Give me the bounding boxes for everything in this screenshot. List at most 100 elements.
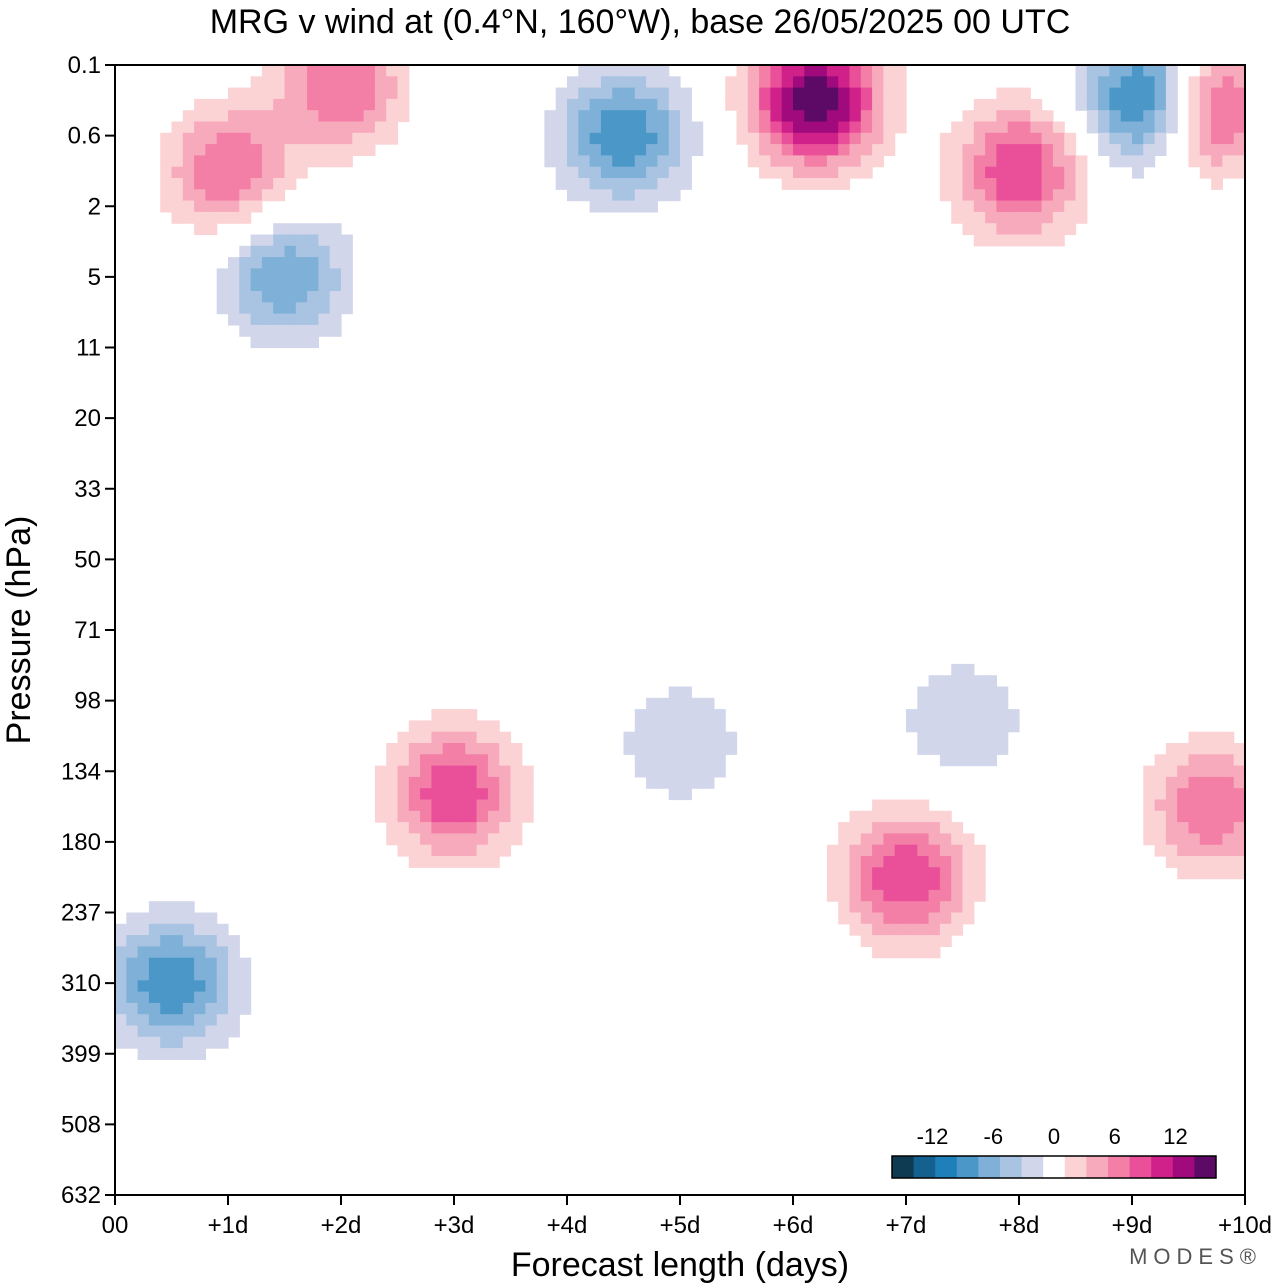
- field-cell: [487, 822, 500, 834]
- field-cell: [137, 980, 150, 993]
- field-cell: [205, 991, 218, 1004]
- colorbar-legend: -12 -6 0 6 12: [891, 1124, 1217, 1179]
- field-cell: [973, 754, 986, 767]
- field-cell: [374, 799, 387, 812]
- field-cell: [985, 200, 997, 213]
- field-cell: [1188, 110, 1201, 123]
- field-cell: [499, 765, 512, 778]
- field-cell: [860, 856, 873, 868]
- field-cell: [906, 878, 918, 891]
- field-cell: [928, 901, 941, 914]
- field-cell: [634, 754, 647, 767]
- field-cell: [374, 110, 387, 123]
- field-cell: [216, 991, 229, 1004]
- field-cell: [781, 98, 794, 111]
- field-cell: [634, 166, 647, 179]
- field-cell: [1199, 788, 1212, 801]
- field-cell: [239, 302, 252, 315]
- field-cell: [951, 686, 964, 699]
- field-cell: [386, 132, 399, 145]
- field-cell: [1199, 844, 1212, 857]
- field-cell: [1143, 132, 1156, 145]
- field-cell: [1233, 788, 1245, 801]
- field-cell: [917, 844, 930, 857]
- colorbar-swatch: [978, 1156, 1001, 1178]
- field-cell: [228, 969, 240, 981]
- field-cell: [329, 144, 342, 156]
- field-cell: [205, 957, 218, 970]
- field-cell: [160, 1002, 173, 1015]
- field-cell: [420, 799, 432, 812]
- field-cell: [951, 720, 964, 733]
- field-cell: [623, 178, 636, 190]
- field-cell: [182, 1048, 195, 1060]
- field-cell: [657, 98, 670, 111]
- field-cell: [273, 144, 286, 156]
- colorbar-tick-label: -6: [984, 1124, 1004, 1149]
- field-cell: [860, 87, 873, 100]
- field-cell: [487, 810, 500, 823]
- field-cell: [815, 132, 828, 145]
- field-cell: [951, 663, 964, 676]
- field-cell: [578, 178, 591, 190]
- field-cell: [228, 991, 240, 1004]
- field-cell: [476, 810, 489, 823]
- field-cell: [126, 1036, 139, 1049]
- field-cell: [826, 87, 839, 100]
- field-cell: [273, 268, 286, 281]
- field-cell: [962, 132, 975, 145]
- field-cell: [182, 178, 195, 190]
- field-cell: [499, 844, 512, 857]
- field-cell: [431, 844, 444, 857]
- field-cell: [600, 200, 613, 213]
- field-cell: [1041, 234, 1054, 247]
- colorbar-swatch: [1064, 1156, 1087, 1178]
- field-cell: [454, 709, 466, 721]
- field-cell: [431, 788, 444, 801]
- field-cell: [668, 189, 681, 202]
- field-cell: [623, 65, 636, 77]
- field-cell: [408, 720, 421, 733]
- field-cell: [295, 166, 308, 179]
- field-cell: [838, 844, 851, 857]
- field-cell: [239, 189, 252, 202]
- field-cell: [939, 833, 952, 846]
- field-cell: [917, 810, 930, 823]
- field-cell: [273, 313, 286, 326]
- field-cell: [838, 144, 851, 156]
- field-cell: [273, 98, 286, 111]
- field-cell: [1188, 776, 1201, 789]
- field-cell: [736, 65, 749, 77]
- field-cell: [928, 709, 941, 721]
- field-cell: [228, 189, 240, 202]
- field-cell: [1052, 121, 1065, 134]
- field-cell: [567, 76, 579, 89]
- field-cell: [160, 923, 173, 936]
- field-cell: [1132, 144, 1144, 156]
- field-cell: [261, 336, 274, 349]
- field-cell: [160, 935, 173, 947]
- field-cell: [148, 923, 161, 936]
- field-cell: [194, 211, 206, 224]
- field-cell: [702, 720, 715, 733]
- x-tick-label: +1d: [208, 1212, 249, 1239]
- field-cell: [1177, 844, 1190, 857]
- colorbar-swatch: [913, 1156, 936, 1178]
- colorbar-tick-label: 6: [1109, 1124, 1121, 1149]
- field-cell: [1233, 98, 1245, 111]
- field-cell: [182, 935, 195, 947]
- field-cell: [567, 178, 579, 190]
- field-cell: [307, 257, 319, 269]
- field-cell: [826, 76, 839, 89]
- field-cell: [1165, 76, 1178, 89]
- field-cell: [1132, 87, 1144, 100]
- field-cell: [115, 1014, 127, 1027]
- field-cell: [318, 132, 331, 145]
- field-cell: [1233, 166, 1245, 179]
- field-cell: [386, 743, 399, 755]
- field-cell: [1165, 121, 1178, 134]
- field-cell: [1222, 110, 1235, 123]
- field-cell: [284, 121, 297, 134]
- field-cell: [872, 867, 884, 880]
- field-cell: [951, 822, 964, 834]
